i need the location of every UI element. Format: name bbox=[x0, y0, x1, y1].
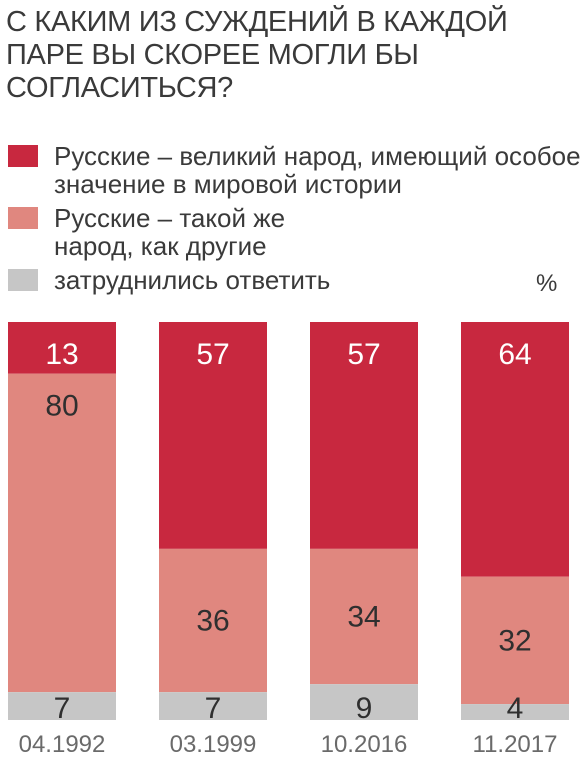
legend-swatch-great-nation bbox=[8, 145, 38, 167]
bar-segment-same-as-others-04.1992 bbox=[8, 373, 116, 693]
category-label-10.2016: 10.2016 bbox=[321, 731, 408, 758]
bar-segment-same-as-others-10.2016 bbox=[310, 548, 418, 685]
legend-label-same-as-others: Русские – такой же народ, как другие bbox=[54, 203, 286, 261]
bar-segment-undecided-04.1992 bbox=[8, 692, 116, 720]
bar-segment-undecided-10.2016 bbox=[310, 684, 418, 720]
data-label-undecided-03.1999: 7 bbox=[205, 692, 222, 725]
data-label-same-as-others-10.2016: 34 bbox=[347, 601, 380, 634]
legend-swatch-undecided bbox=[8, 269, 38, 291]
data-label-great-nation-11.2017: 64 bbox=[498, 338, 531, 371]
data-label-same-as-others-11.2017: 32 bbox=[498, 624, 531, 657]
bar-segment-undecided-11.2017 bbox=[461, 704, 569, 720]
data-label-same-as-others-03.1999: 36 bbox=[196, 605, 229, 638]
chart-title: С КАКИМ ИЗ СУЖДЕНИЙ В КАЖДОЙ ПАРЕ ВЫ СКО… bbox=[6, 6, 508, 104]
data-label-same-as-others-04.1992: 80 bbox=[45, 390, 78, 423]
bar-segment-great-nation-03.1999 bbox=[159, 322, 267, 549]
legend-label-undecided: затруднились ответить bbox=[54, 265, 331, 295]
bar-segment-great-nation-11.2017 bbox=[461, 322, 569, 577]
data-label-undecided-10.2016: 9 bbox=[356, 692, 373, 725]
data-label-undecided-11.2017: 4 bbox=[507, 692, 524, 725]
unit-label: % bbox=[536, 270, 558, 297]
data-label-undecided-04.1992: 7 bbox=[54, 692, 71, 725]
data-label-great-nation-04.1992: 13 bbox=[45, 338, 78, 371]
bar-segment-same-as-others-11.2017 bbox=[461, 576, 569, 705]
data-label-great-nation-10.2016: 57 bbox=[347, 338, 380, 371]
legend-label-great-nation: Русские – великий народ, имеющий особое … bbox=[54, 141, 581, 199]
data-label-great-nation-03.1999: 57 bbox=[196, 338, 229, 371]
category-label-04.1992: 04.1992 bbox=[19, 731, 106, 758]
bar-segment-undecided-03.1999 bbox=[159, 692, 267, 720]
bar-segment-same-as-others-03.1999 bbox=[159, 548, 267, 693]
legend-swatch-same-as-others bbox=[8, 207, 38, 229]
category-label-03.1999: 03.1999 bbox=[170, 731, 257, 758]
bar-segment-great-nation-10.2016 bbox=[310, 322, 418, 549]
category-label-11.2017: 11.2017 bbox=[473, 731, 558, 758]
bar-segment-great-nation-04.1992 bbox=[8, 322, 116, 374]
